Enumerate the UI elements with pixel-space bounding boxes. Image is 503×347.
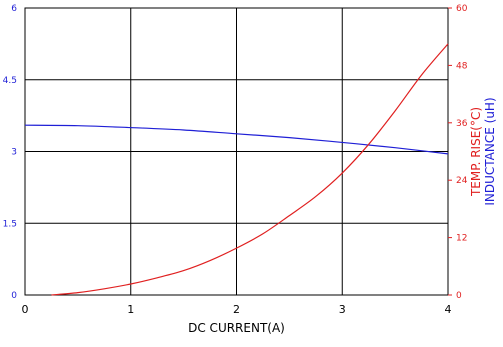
x-tick-label: 3 [339,303,346,316]
series-line-inductance [24,124,449,155]
right-tick-label: 12 [456,234,467,244]
right-axis-label-inductance: INDUCTANCE (uH) [483,97,497,205]
left-tick-label: 4.5 [3,76,17,86]
left-tick-label: 1.5 [3,219,17,229]
x-axis-ticks: 0 1 2 3 4 [22,303,452,316]
x-tick-label: 0 [22,303,29,316]
right-axis-label-temp: TEMP. RISE(°C) [469,107,483,197]
left-tick-label: 3 [11,148,17,158]
left-tick-label: 0 [11,291,17,301]
right-tick-label: 36 [456,119,468,129]
plot-frame [24,7,449,296]
right-tick-label: 24 [456,176,468,186]
series-layer [24,43,449,296]
x-axis-label: DC CURRENT(A) [188,321,285,335]
right-tick-label: 0 [456,291,462,301]
x-tick-label: 2 [233,303,240,316]
x-tick-label: 4 [445,303,452,316]
left-tick-label: 6 [11,4,17,14]
series-line-temp-rise [51,43,449,296]
x-tick-label: 1 [127,303,134,316]
right-tick-label: 48 [456,61,468,71]
left-axis-ticks: 0 1.5 3 4.5 6 [3,4,18,301]
grid-lines [24,7,449,296]
right-axis-ticks: 0 12 24 36 48 60 [448,4,468,301]
right-tick-label: 60 [456,4,468,14]
